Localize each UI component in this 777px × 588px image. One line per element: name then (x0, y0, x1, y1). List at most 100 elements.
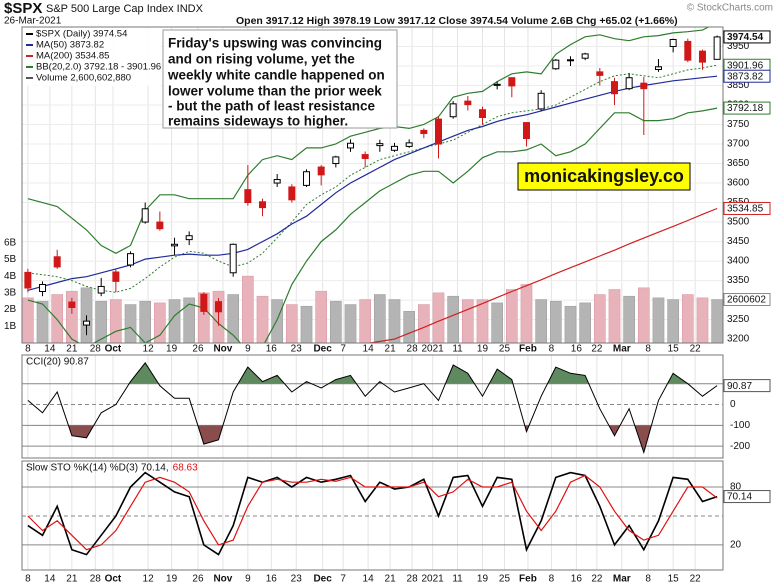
y-tick-label: 0 (730, 399, 736, 410)
y-tick-label: 20 (730, 540, 742, 551)
chart-title: $SPX (4, 0, 42, 17)
volume-bar (388, 299, 401, 343)
value-tag-box (723, 30, 771, 44)
y-tick-label: 3650 (727, 158, 750, 169)
x-tick-label: 8 (25, 344, 31, 355)
x-tick-label: 8 (645, 574, 651, 585)
volume-bar (22, 297, 34, 343)
volume-bar (330, 300, 342, 343)
candle-body (669, 38, 677, 48)
x-tick-label: 16 (266, 344, 278, 355)
y-tick-label: 3400 (727, 256, 750, 267)
candle-body (376, 143, 384, 147)
x-tick-label: 14 (363, 344, 375, 355)
sto-frame (21, 460, 724, 571)
candle-body (449, 103, 457, 118)
volume-bar (667, 299, 679, 343)
volume-bar (139, 300, 152, 343)
x-tick-label: 16 (571, 344, 583, 355)
y-tick-label: 3850 (727, 80, 750, 91)
volume-bar (564, 305, 577, 343)
x-tick-label: 22 (690, 344, 702, 355)
x-tick-label: 25 (499, 574, 511, 585)
y-tick-label: 3350 (727, 275, 750, 286)
volume-bar (652, 297, 665, 343)
candle-body (640, 82, 648, 90)
y-tick-label: 3700 (727, 139, 750, 150)
candle-body (127, 253, 135, 266)
x-tick-label: Dec (313, 574, 332, 585)
x-tick-label: Mar (613, 574, 631, 585)
x-tick-label: 26 (192, 344, 204, 355)
volume-bar (374, 294, 386, 343)
volume-bar (242, 275, 254, 343)
volume-tick-label: 1B (4, 321, 17, 332)
value-tag: 90.87 (727, 381, 752, 392)
value-tag-box (723, 379, 771, 393)
value-tag: 2600602 (727, 295, 766, 306)
cci-fill (68, 425, 652, 453)
volume-bar (124, 304, 137, 343)
volume-bar (462, 299, 474, 343)
candle-body (303, 171, 311, 186)
volume-bar (168, 299, 181, 343)
candle-body (596, 71, 604, 76)
candle-body (566, 59, 574, 62)
candle-body (97, 285, 105, 294)
value-tag: 70.14 (727, 492, 752, 503)
candle-body (713, 36, 721, 60)
quote: Open 3917.12 High 3978.19 Low 3917.12 Cl… (236, 15, 678, 27)
volume-bar (432, 292, 445, 343)
chart-subtitle: S&P 500 Large Cap Index INDX (46, 3, 204, 15)
legend-label: MA(200) 3534.85 (36, 51, 109, 62)
watermark: monicakingsley.co (524, 166, 684, 186)
sto-k-line (27, 471, 718, 556)
x-tick-label: 21 (385, 574, 397, 585)
candle-body (288, 186, 296, 201)
volume-bar (359, 299, 371, 343)
candle-body (332, 156, 340, 165)
volume-bar (696, 297, 709, 343)
candle-body (522, 122, 530, 140)
value-tag-box (723, 69, 771, 83)
x-tick-label: 22 (591, 574, 603, 585)
volume-bar (637, 287, 650, 343)
x-tick-label: Feb (519, 344, 537, 355)
x-tick-label: 8 (549, 344, 555, 355)
x-tick-label: Oct (105, 574, 122, 585)
y-tick-label: 3750 (727, 119, 750, 130)
candle-body (185, 235, 193, 241)
volume-bar (403, 310, 415, 343)
candle-body (171, 243, 179, 247)
plot-layer (22, 27, 723, 556)
x-tick-label: 19 (166, 574, 178, 585)
sto-title: Slow STO %K(14) %D(3) 70.14, (26, 463, 169, 474)
candle-body (39, 283, 47, 293)
volume-bar (520, 284, 533, 343)
candle-body (156, 221, 164, 230)
value-tag-box (723, 101, 771, 115)
sto-d-line (27, 474, 718, 551)
value-tag: 3792.18 (727, 103, 764, 114)
candle-body (317, 166, 325, 176)
sto-plot (27, 471, 718, 556)
candle-body (434, 118, 442, 145)
x-tick-label: 12 (143, 344, 155, 355)
volume-bar (681, 294, 694, 343)
x-tick-label: Nov (213, 344, 232, 355)
y-tick-label: -100 (730, 420, 750, 431)
candle-body (229, 243, 237, 274)
y-tick-label: -200 (730, 441, 750, 452)
date: 26-Mar-2021 (4, 16, 62, 27)
candle-body (141, 208, 149, 223)
candle-body (552, 59, 560, 70)
legend-box (23, 28, 161, 86)
cci-fill (27, 362, 718, 384)
value-tag: 3873.82 (727, 71, 764, 82)
volume-bar (447, 295, 459, 343)
grid-layer (22, 27, 723, 570)
legend-label: MA(50) 3873.82 (36, 40, 104, 51)
candle-body (215, 301, 223, 313)
x-tick-label: Dec (313, 344, 332, 355)
volume-tick-label: 6B (4, 237, 17, 248)
